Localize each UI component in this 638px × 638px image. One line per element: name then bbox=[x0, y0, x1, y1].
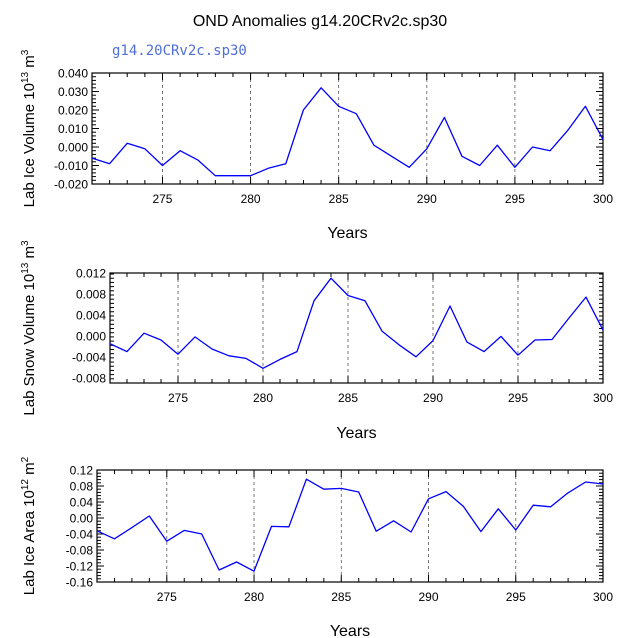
x-axis-label: Years bbox=[336, 425, 376, 442]
x-tick-label: 295 bbox=[508, 391, 528, 405]
x-tick-label: 275 bbox=[168, 391, 188, 405]
y-tick-label: -0.008 bbox=[72, 371, 106, 385]
y-tick-label: 0.08 bbox=[70, 480, 94, 494]
y-tick-label: -0.08 bbox=[66, 544, 94, 558]
x-tick-label: 285 bbox=[338, 391, 358, 405]
x-tick-label: 300 bbox=[593, 391, 613, 405]
x-tick-label: 290 bbox=[423, 391, 443, 405]
y-tick-label: 0.004 bbox=[76, 308, 106, 322]
y-axis-label: Lab Snow Volume 1013 m3 bbox=[20, 240, 38, 416]
y-tick-label: -0.12 bbox=[66, 560, 94, 574]
x-tick-label: 275 bbox=[157, 590, 177, 604]
x-tick-label: 275 bbox=[152, 192, 172, 206]
series-line-1 bbox=[91, 87, 604, 177]
y-tick-label: 0.12 bbox=[70, 464, 94, 478]
chart-panel-1: -0.020 -0.010 0.000 0.010 0.020 0.030 0.040 275… bbox=[20, 49, 613, 242]
x-tick-label: 280 bbox=[253, 391, 273, 405]
y-tick-label: 0.008 bbox=[76, 287, 106, 301]
chart-panel-3: -0.16 -0.12 -0.08 -0.04 0.00 0.04 0.08 0.12 275 2… bbox=[20, 456, 613, 638]
x-tick-label: 290 bbox=[417, 192, 437, 206]
x-tick-label: 300 bbox=[593, 590, 613, 604]
x-tick-label: 295 bbox=[505, 192, 525, 206]
y-tick-label: 0.000 bbox=[58, 141, 88, 155]
x-tick-label: 300 bbox=[593, 192, 613, 206]
x-tick-label: 280 bbox=[241, 192, 261, 206]
y-axis-label: Lab Ice Volume 1013 m3 bbox=[20, 49, 38, 207]
x-tick-label: 290 bbox=[419, 590, 439, 604]
y-tick-label: 0.04 bbox=[70, 496, 94, 510]
x-tick-label: 280 bbox=[244, 590, 264, 604]
x-tick-label: 295 bbox=[506, 590, 526, 604]
y-tick-label: 0.012 bbox=[76, 267, 106, 281]
y-tick-label: 0.030 bbox=[58, 85, 88, 99]
x-axis-label: Years bbox=[327, 225, 367, 242]
plot-frame bbox=[109, 272, 604, 384]
y-tick-label: 0.000 bbox=[76, 329, 106, 343]
x-tick-label: 285 bbox=[331, 590, 351, 604]
y-tick-label: -0.04 bbox=[66, 528, 94, 542]
y-tick-label: -0.010 bbox=[54, 159, 88, 173]
x-axis-label: Years bbox=[330, 623, 370, 638]
y-tick-label: -0.004 bbox=[72, 350, 106, 364]
chart-panel-2: -0.008 -0.004 0.000 0.004 0.008 0.012 275 280 28… bbox=[20, 240, 613, 442]
y-tick-label: -0.16 bbox=[66, 576, 94, 590]
panels-group: -0.020 -0.010 0.000 0.010 0.020 0.030 0.040 275… bbox=[20, 49, 613, 638]
y-tick-label: 0.00 bbox=[70, 512, 94, 526]
x-tick-label: 285 bbox=[329, 192, 349, 206]
y-tick-label: -0.020 bbox=[54, 178, 88, 192]
y-axis-label: Lab Ice Area 1012 m2 bbox=[20, 456, 38, 595]
figure-title: OND Anomalies g14.20CRv2c.sp30 bbox=[193, 13, 447, 30]
y-tick-label: 0.010 bbox=[58, 122, 88, 136]
plot-frame bbox=[91, 72, 604, 185]
y-tick-label: 0.040 bbox=[58, 67, 88, 81]
y-tick-label: 0.020 bbox=[58, 104, 88, 118]
series-line-1 bbox=[96, 478, 604, 572]
plot-frame bbox=[96, 469, 604, 583]
case-label: g14.20CRv2c.sp30 bbox=[112, 43, 247, 59]
series-line-1 bbox=[109, 277, 604, 369]
